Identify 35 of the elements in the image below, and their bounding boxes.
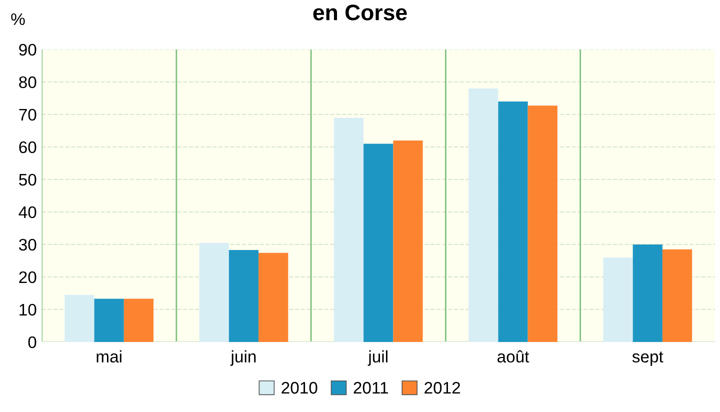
y-tick-label: 80 [19,76,36,88]
y-axis-title: % [11,13,25,26]
chart-title: en Corse [313,4,407,20]
bar [364,144,394,342]
x-tick-label: sept [632,352,664,366]
x-tick-label: juil [368,350,388,366]
bar [498,101,528,342]
bar [124,298,154,342]
legend-label: 2012 [424,382,460,394]
x-tick-label: mai [96,350,122,363]
bar [632,244,662,342]
bar [528,106,558,342]
bar [662,249,692,342]
bar [228,250,259,342]
y-tick-label: 50 [19,174,36,186]
y-tick-label: 60 [19,141,36,154]
legend-label: 2011 [354,382,388,394]
y-tick-label: 70 [19,108,36,121]
y-tick-label: 40 [18,206,36,218]
bar [94,298,124,342]
bar [258,252,288,342]
x-tick-label: juin [230,350,256,366]
y-tick-label: 0 [28,336,36,348]
legend-label: 2010 [282,382,318,394]
y-tick-label: 30 [19,238,36,251]
y-tick-label: 20 [19,271,36,284]
bar [468,88,498,342]
bar [603,257,633,342]
y-tick-label: 90 [19,44,36,56]
bar [334,118,364,342]
bar [199,242,229,342]
bar [393,140,423,342]
y-tick-label: 10 [20,304,36,316]
bar [64,294,94,342]
x-tick-label: août [497,350,530,363]
